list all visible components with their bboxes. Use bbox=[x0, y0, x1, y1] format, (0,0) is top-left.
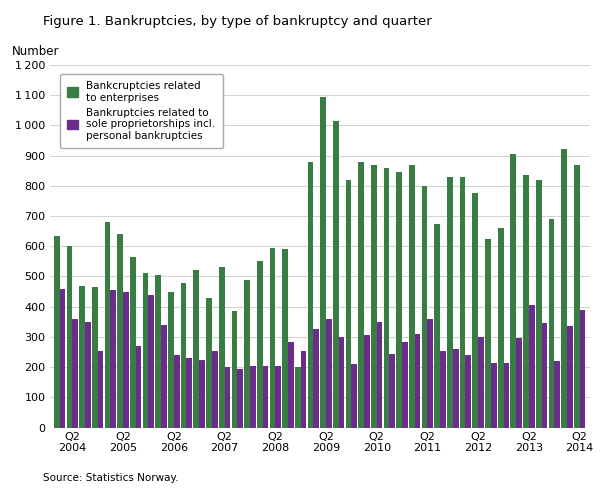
Bar bbox=[402, 342, 407, 427]
Bar bbox=[105, 222, 110, 427]
Bar bbox=[377, 322, 382, 427]
Bar bbox=[548, 219, 554, 427]
Bar bbox=[60, 288, 65, 427]
Bar bbox=[262, 366, 268, 427]
Bar bbox=[66, 246, 73, 427]
Bar bbox=[174, 355, 179, 427]
Bar bbox=[371, 164, 377, 427]
Bar bbox=[307, 162, 314, 427]
Bar bbox=[85, 322, 91, 427]
Bar bbox=[409, 164, 415, 427]
Bar bbox=[364, 335, 370, 427]
Bar bbox=[561, 149, 567, 427]
Bar bbox=[580, 310, 586, 427]
Bar bbox=[485, 239, 491, 427]
Bar bbox=[275, 366, 281, 427]
Text: Figure 1. Bankruptcies, by type of bankruptcy and quarter: Figure 1. Bankruptcies, by type of bankr… bbox=[43, 15, 431, 28]
Text: Source: Statistics Norway.: Source: Statistics Norway. bbox=[43, 473, 178, 483]
Bar bbox=[333, 121, 339, 427]
Bar bbox=[574, 164, 580, 427]
Bar bbox=[447, 177, 453, 427]
Bar bbox=[314, 329, 319, 427]
Bar bbox=[136, 346, 142, 427]
Bar bbox=[187, 358, 192, 427]
Bar bbox=[123, 292, 129, 427]
Bar bbox=[440, 350, 446, 427]
Bar bbox=[320, 97, 326, 427]
Bar bbox=[199, 360, 205, 427]
Bar bbox=[54, 236, 60, 427]
Bar bbox=[384, 167, 389, 427]
Bar bbox=[536, 180, 542, 427]
Bar bbox=[516, 339, 522, 427]
Bar bbox=[193, 270, 199, 427]
Bar bbox=[326, 319, 332, 427]
Bar bbox=[232, 311, 237, 427]
Bar bbox=[473, 193, 478, 427]
Bar bbox=[117, 234, 123, 427]
Bar bbox=[491, 363, 497, 427]
Bar bbox=[143, 273, 148, 427]
Text: Number: Number bbox=[12, 44, 59, 58]
Bar bbox=[98, 350, 104, 427]
Bar bbox=[346, 180, 351, 427]
Bar bbox=[389, 354, 395, 427]
Bar bbox=[244, 280, 250, 427]
Bar bbox=[181, 283, 187, 427]
Bar bbox=[206, 298, 212, 427]
Bar bbox=[237, 369, 243, 427]
Legend: Bankcruptcies related
to enterprises, Bankruptcies related to
sole proprietorshi: Bankcruptcies related to enterprises, Ba… bbox=[60, 74, 223, 148]
Bar bbox=[224, 367, 230, 427]
Bar bbox=[73, 319, 78, 427]
Bar bbox=[110, 290, 116, 427]
Bar bbox=[156, 275, 161, 427]
Bar bbox=[168, 292, 174, 427]
Bar bbox=[161, 325, 167, 427]
Bar bbox=[542, 324, 547, 427]
Bar bbox=[415, 334, 420, 427]
Bar bbox=[523, 175, 529, 427]
Bar bbox=[422, 186, 428, 427]
Bar bbox=[351, 364, 357, 427]
Bar bbox=[428, 319, 433, 427]
Bar bbox=[453, 349, 459, 427]
Bar bbox=[478, 337, 484, 427]
Bar bbox=[339, 337, 345, 427]
Bar bbox=[460, 177, 465, 427]
Bar bbox=[257, 262, 262, 427]
Bar bbox=[301, 350, 306, 427]
Bar bbox=[288, 342, 293, 427]
Bar bbox=[282, 249, 288, 427]
Bar bbox=[529, 305, 534, 427]
Bar bbox=[498, 228, 503, 427]
Bar bbox=[295, 367, 301, 427]
Bar bbox=[396, 172, 402, 427]
Bar bbox=[434, 224, 440, 427]
Bar bbox=[250, 366, 256, 427]
Bar bbox=[554, 361, 560, 427]
Bar bbox=[503, 363, 509, 427]
Bar bbox=[358, 162, 364, 427]
Bar bbox=[465, 355, 471, 427]
Bar bbox=[567, 326, 573, 427]
Bar bbox=[219, 267, 224, 427]
Bar bbox=[270, 248, 275, 427]
Bar bbox=[92, 287, 98, 427]
Bar bbox=[212, 350, 218, 427]
Bar bbox=[511, 154, 516, 427]
Bar bbox=[79, 285, 85, 427]
Bar bbox=[130, 257, 136, 427]
Bar bbox=[148, 295, 154, 427]
